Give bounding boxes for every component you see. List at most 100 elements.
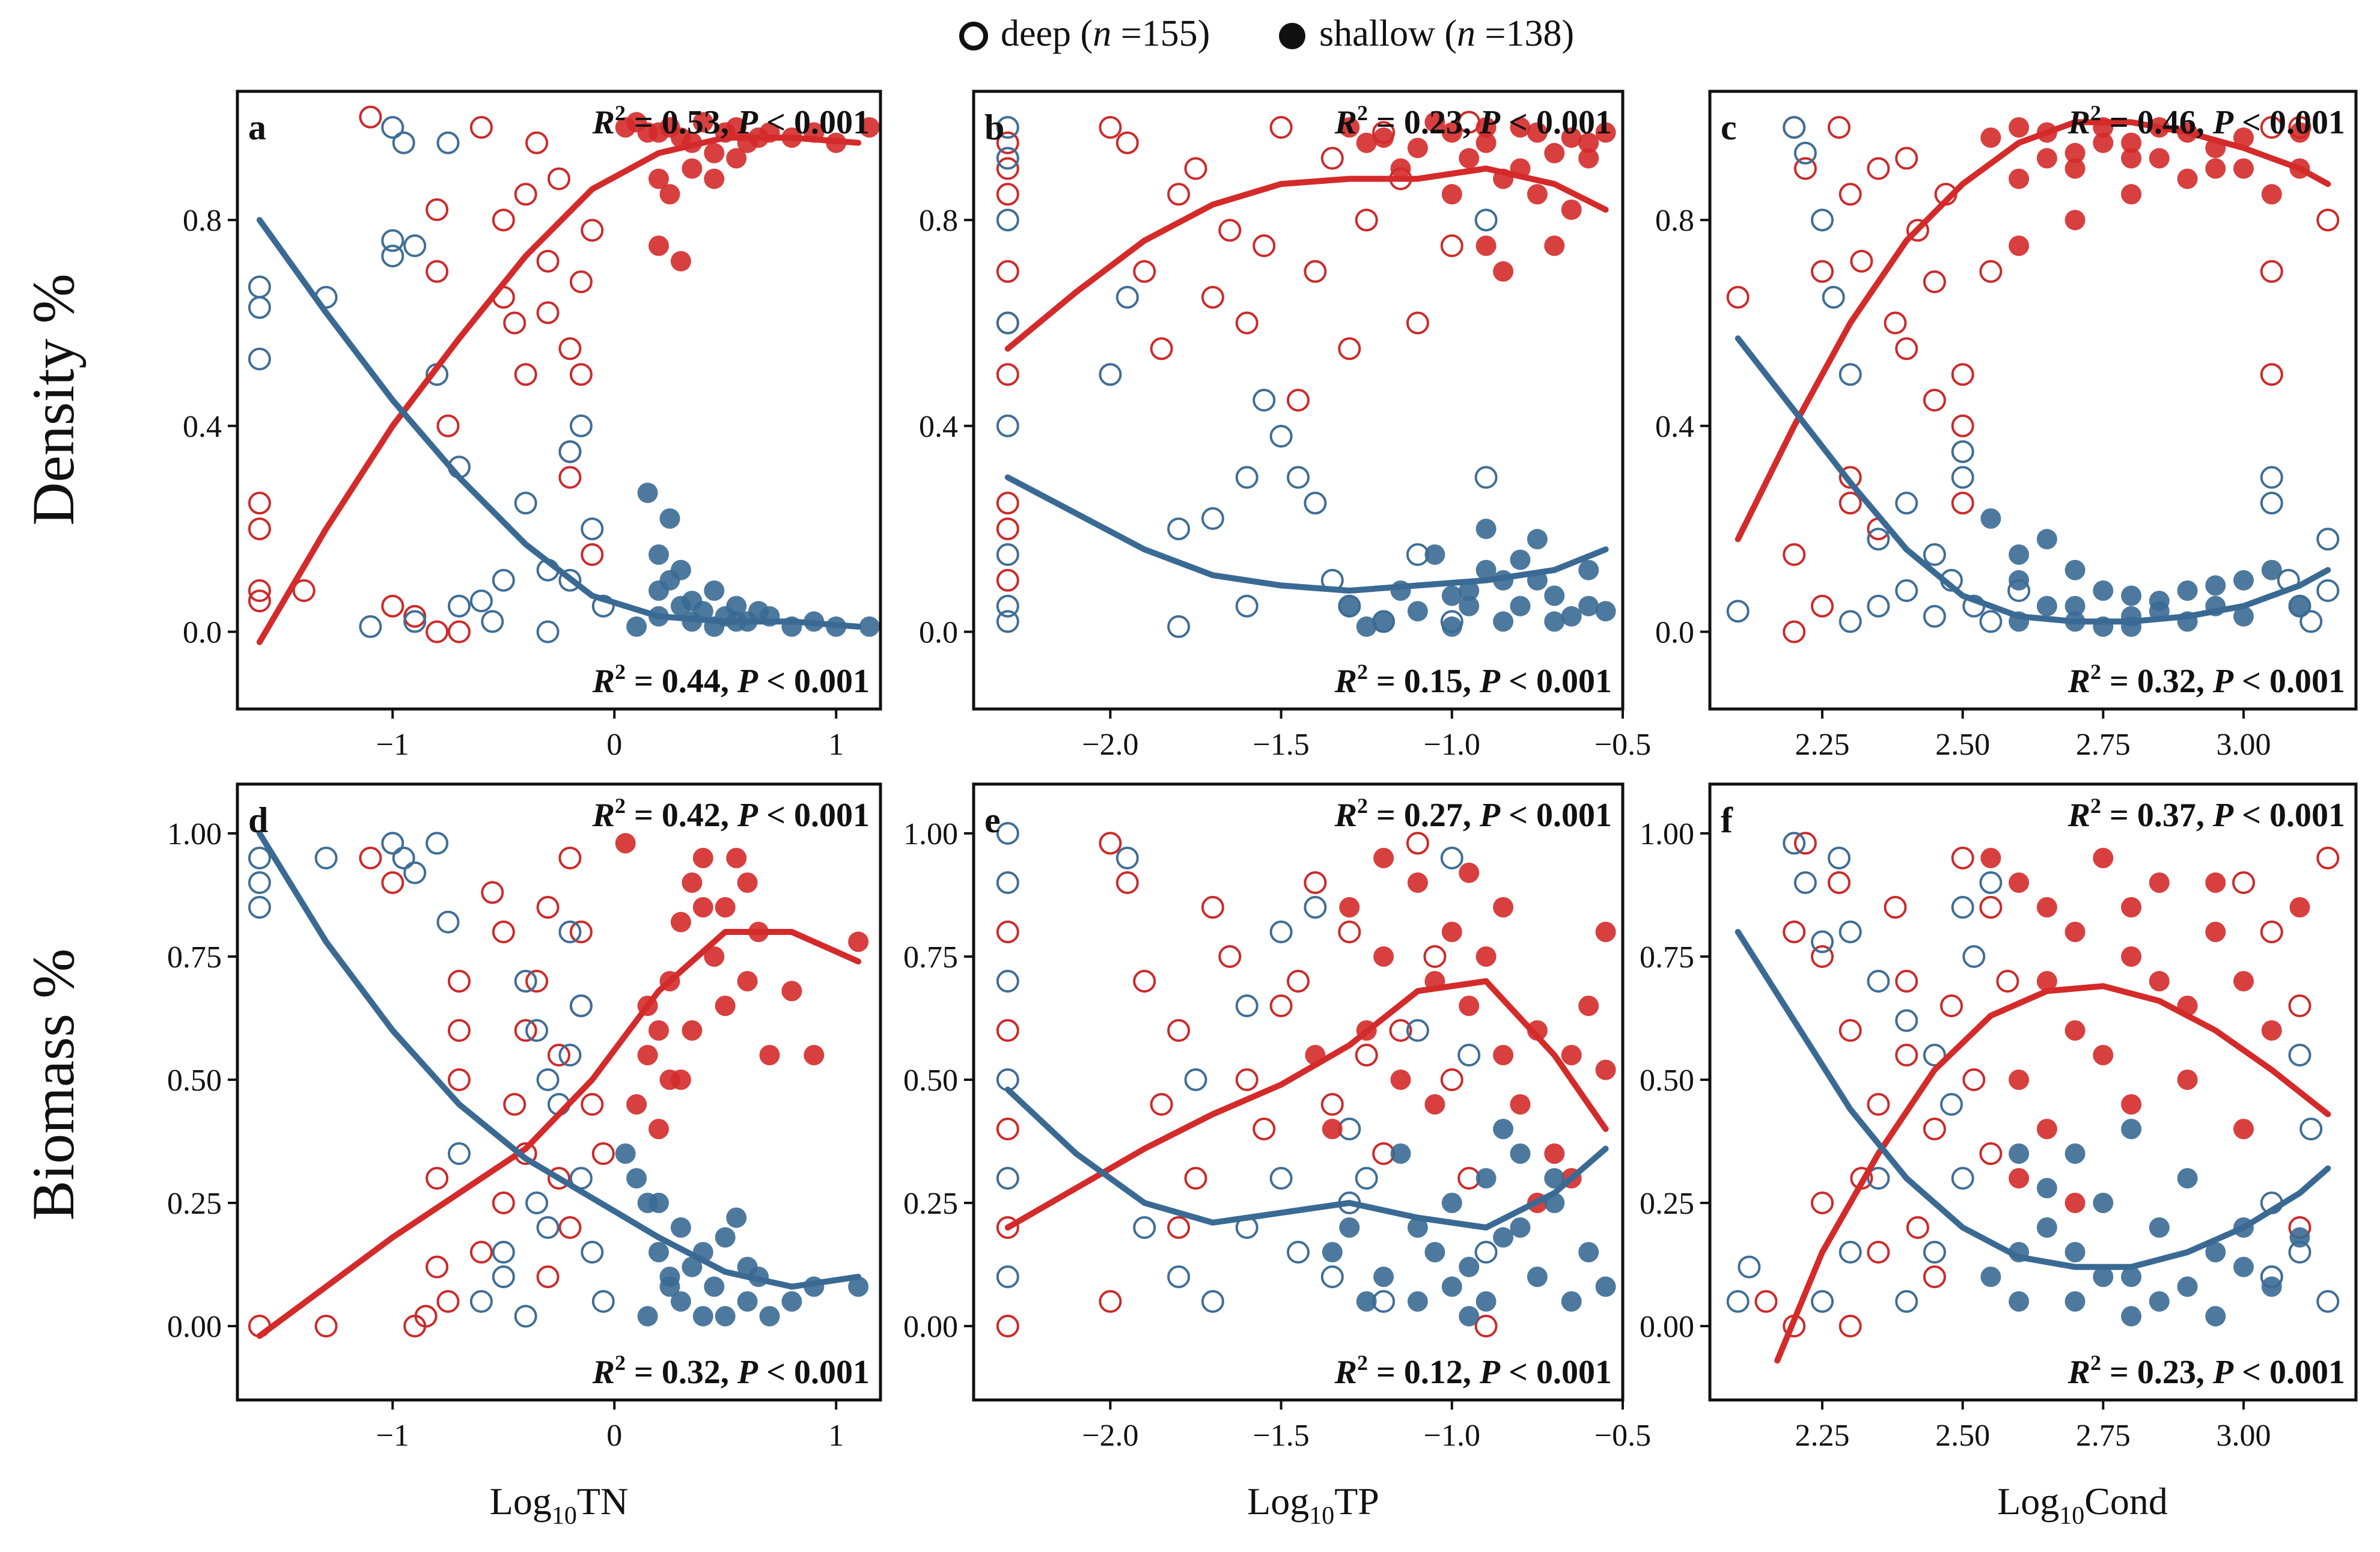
point-deep-blue <box>1979 610 2003 633</box>
point-deep-blue <box>514 491 537 515</box>
point-deep-red <box>1811 1191 1834 1214</box>
point-deep-red <box>536 896 560 919</box>
point-deep-red <box>448 1019 471 1042</box>
point-shallow-blue <box>2177 1168 2198 1188</box>
point-shallow-blue <box>2233 606 2254 627</box>
point-shallow-blue <box>759 1306 780 1327</box>
panel-d: 0.00 0.25 0.50 0.75 1.00 −1 0 1 d R2 = 0.42, P < … <box>167 782 882 1453</box>
plot-frame <box>972 90 1625 711</box>
point-deep-red <box>1287 389 1310 412</box>
point-shallow-red <box>737 872 758 893</box>
point-deep-red <box>248 491 271 515</box>
point-deep-red <box>1867 1093 1890 1116</box>
point-shallow-red <box>648 168 669 189</box>
x-tick-label: 2.75 <box>2076 1419 2131 1453</box>
point-shallow-red <box>848 931 869 952</box>
point-shallow-blue <box>2064 595 2086 616</box>
point-shallow-blue <box>1475 559 1497 580</box>
point-shallow-blue <box>1407 601 1428 622</box>
x-tick-label: 2.25 <box>1795 728 1849 762</box>
trend-line-red <box>1774 983 2331 1364</box>
point-shallow-blue <box>1459 595 1480 616</box>
point-deep-red <box>1115 871 1139 894</box>
point-deep-red <box>1951 491 1974 515</box>
point-deep-red <box>248 589 271 613</box>
point-deep-red <box>581 219 604 242</box>
point-deep-red <box>996 1315 1019 1337</box>
point-deep-blue <box>436 910 460 934</box>
point-shallow-blue <box>692 1306 713 1327</box>
point-deep-red <box>2232 871 2255 894</box>
point-deep-red <box>1783 620 1806 644</box>
point-shallow-blue <box>2177 580 2198 601</box>
point-shallow-blue <box>2036 1217 2057 1238</box>
point-deep-red <box>996 157 1019 180</box>
point-deep-red <box>536 1265 560 1288</box>
stats-top: R2 = 0.46, P < 0.001 <box>2067 101 2345 141</box>
point-deep-red <box>1793 157 1817 180</box>
point-deep-blue <box>1304 896 1327 919</box>
point-deep-blue <box>392 847 415 869</box>
point-shallow-red <box>2009 117 2030 138</box>
point-deep-red <box>1867 1241 1890 1264</box>
point-deep-red <box>426 1255 449 1279</box>
point-shallow-red <box>626 1094 647 1115</box>
point-shallow-blue <box>626 1168 647 1188</box>
point-deep-blue <box>1838 1241 1862 1264</box>
point-shallow-blue <box>1493 1227 1514 1248</box>
point-shallow-red <box>615 833 636 854</box>
trend-line-blue <box>1004 474 1609 594</box>
point-deep-blue <box>248 275 271 299</box>
point-shallow-blue <box>2205 1306 2226 1327</box>
stats-top: R2 = 0.42, P < 0.001 <box>592 794 870 834</box>
point-deep-red <box>1133 260 1156 283</box>
trend-line-red <box>256 929 862 1339</box>
point-shallow-red <box>2205 872 2226 893</box>
x-tick-label: −1.5 <box>1253 728 1309 762</box>
point-deep-blue <box>1923 1044 1946 1067</box>
trend-line-blue <box>1735 929 2331 1270</box>
point-deep-blue <box>469 589 493 613</box>
point-deep-blue <box>403 861 427 884</box>
y-tick-label: 0.00 <box>903 1310 958 1344</box>
x-tick-label: 0 <box>606 728 622 762</box>
point-deep-blue <box>1923 543 1946 566</box>
point-deep-red <box>581 543 604 566</box>
point-shallow-red <box>2289 897 2310 918</box>
point-deep-blue <box>525 1191 549 1214</box>
trend-line-blue <box>256 830 862 1290</box>
stats-bottom: R2 = 0.32, P < 0.001 <box>592 1351 870 1391</box>
point-shallow-blue <box>1544 585 1565 606</box>
point-shallow-blue <box>1390 1143 1411 1164</box>
point-shallow-blue <box>2261 1276 2282 1297</box>
point-deep-red <box>1962 1068 1986 1091</box>
point-deep-red <box>514 1019 537 1042</box>
x-tick-label: 3.00 <box>2217 728 2271 762</box>
x-tick-label: 1 <box>828 728 844 762</box>
point-deep-blue <box>448 1142 471 1165</box>
stats-top: R2 = 0.37, P < 0.001 <box>2067 794 2345 834</box>
x-tick-label: −1.0 <box>1424 728 1480 762</box>
x-tick-label: −1 <box>376 1419 409 1453</box>
point-shallow-red <box>1493 261 1514 282</box>
point-shallow-blue <box>1527 529 1548 550</box>
trend-line-blue <box>1735 335 2331 625</box>
stats-bottom: R2 = 0.32, P < 0.001 <box>2067 660 2345 700</box>
point-deep-red <box>381 871 404 894</box>
point-shallow-red <box>1510 117 1531 138</box>
point-deep-red <box>514 183 537 206</box>
point-deep-red <box>1167 183 1191 206</box>
point-shallow-blue <box>1459 580 1480 601</box>
point-deep-red <box>448 1068 471 1091</box>
point-deep-blue <box>1269 921 1293 943</box>
point-deep-blue <box>996 594 1019 618</box>
point-deep-blue <box>569 994 593 1017</box>
point-shallow-red <box>2177 1070 2198 1090</box>
point-deep-red <box>1099 832 1122 855</box>
point-deep-red <box>996 1118 1019 1140</box>
legend: deep (n =155) shallow (n =138) <box>959 13 1574 54</box>
point-shallow-red <box>759 1045 780 1065</box>
y-tick-label: 0.8 <box>183 204 222 238</box>
panel-e: 0.00 0.25 0.50 0.75 1.00 −2.0 −1.5 −1.0 −0.5 e R2 … <box>903 782 1651 1453</box>
point-deep-blue <box>359 615 382 638</box>
